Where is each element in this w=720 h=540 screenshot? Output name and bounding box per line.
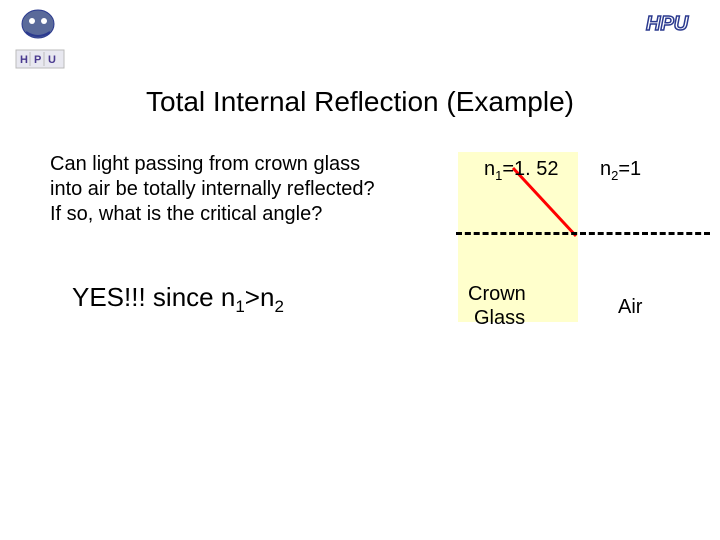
slide-title: Total Internal Reflection (Example) xyxy=(0,86,720,118)
svg-text:P: P xyxy=(34,54,41,66)
svg-text:U: U xyxy=(48,54,56,66)
hpu-text-logo: HPU xyxy=(644,6,702,38)
n1-label: n1=1. 52 xyxy=(484,158,559,183)
answer-prefix: YES!!! since n xyxy=(72,282,235,312)
medium2-label: Air xyxy=(618,296,642,319)
n2-label: n2=1 xyxy=(600,158,641,183)
interface-line xyxy=(456,232,710,235)
hpu-mascot-logo: H P U xyxy=(12,6,68,72)
svg-text:HPU: HPU xyxy=(646,13,689,35)
answer-text: YES!!! since n1>n2 xyxy=(72,282,284,317)
medium1-label: Crown Glass xyxy=(468,282,526,330)
answer-sub1: 1 xyxy=(235,297,244,316)
question-text: Can light passing from crown glass into … xyxy=(50,152,390,227)
svg-text:H: H xyxy=(20,54,28,66)
answer-mid: >n xyxy=(245,282,275,312)
answer-sub2: 2 xyxy=(274,297,283,316)
